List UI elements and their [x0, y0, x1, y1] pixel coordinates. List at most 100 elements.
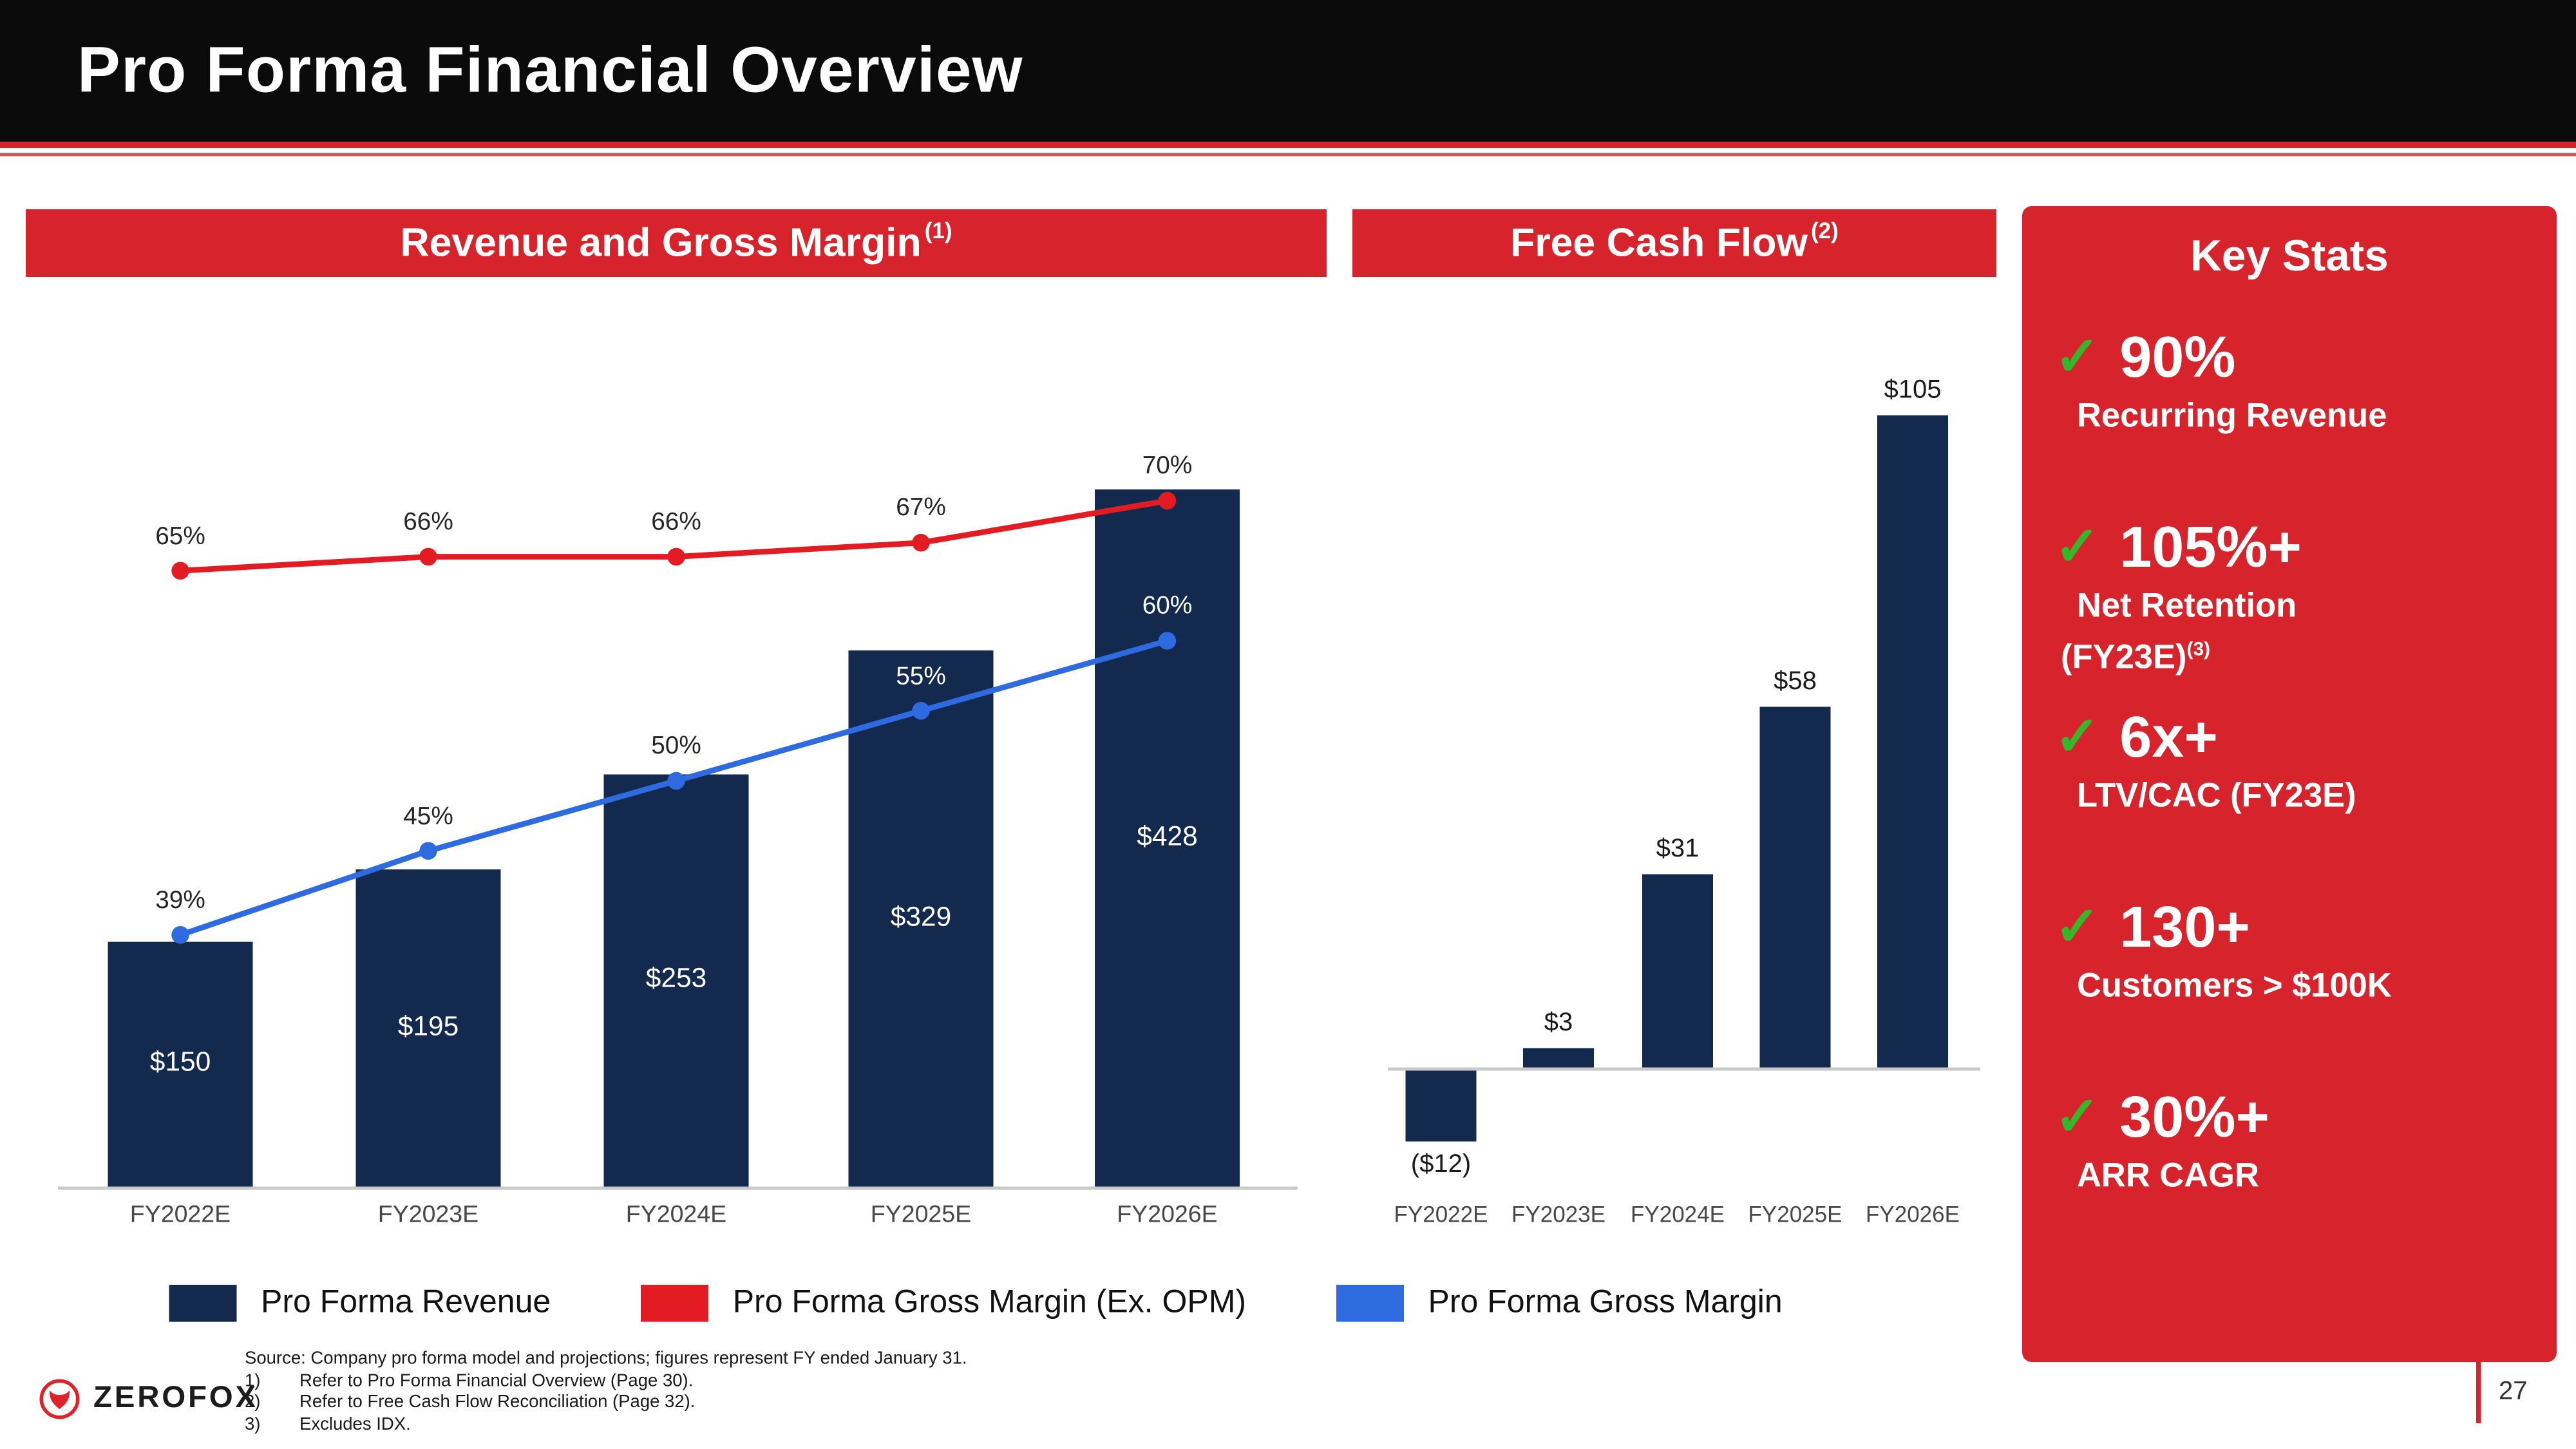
revenue-bar-value-label: $329	[890, 900, 952, 932]
fcf-value-label: ($12)	[1410, 1151, 1472, 1179]
gross-margin-data-point	[667, 547, 685, 566]
fcf-category-label: FY2022E	[1394, 1201, 1488, 1227]
source-note: Source: Company pro forma model and proj…	[245, 1349, 967, 1368]
page-number: 27	[2499, 1378, 2528, 1406]
revenue-category-label: FY2023E	[377, 1201, 479, 1229]
brand-name: ZEROFOX	[93, 1381, 258, 1416]
legend-swatch	[169, 1285, 237, 1322]
revenue-bar-value-label: $195	[397, 1010, 459, 1041]
key-stat-value-row: ✓ 6x+	[2054, 704, 2537, 772]
revenue-bar-value-label: $428	[1137, 820, 1198, 851]
fcf-bar	[1405, 1067, 1477, 1142]
legend-swatch	[1336, 1285, 1405, 1322]
key-stat-item: ✓ 130+ Customers > $100K	[2054, 894, 2537, 1084]
footnote-number: 2)	[245, 1392, 261, 1412]
key-stat-superscript: (3)	[2186, 638, 2211, 660]
revenue-category-label: FY2025E	[870, 1201, 972, 1229]
footnote-text: Excludes IDX.	[299, 1414, 411, 1434]
zerofox-logo-icon	[39, 1379, 80, 1419]
revenue-category-label: FY2024E	[625, 1201, 727, 1229]
page-title: Pro Forma Financial Overview	[77, 34, 1023, 106]
revenue-bar-value-label: $253	[645, 963, 707, 994]
key-stat-label: Recurring Revenue	[2077, 397, 2387, 435]
revenue-chart-title: Revenue and Gross Margin	[400, 220, 922, 265]
slide-header: Pro Forma Financial Overview	[0, 0, 2576, 142]
key-stat-value-row: ✓ 105%+	[2054, 514, 2537, 582]
fcf-bar	[1877, 415, 1948, 1068]
fcf-chart-title: Free Cash Flow	[1510, 220, 1808, 265]
fcf-category-label: FY2024E	[1631, 1201, 1725, 1227]
key-stat-label: LTV/CAC (FY23E)	[2077, 777, 2356, 815]
key-stats-list: ✓ 90% Recurring Revenue ✓ 105%+ Net Retention…	[2054, 309, 2537, 1274]
legend-item: Pro Forma Gross Margin	[1336, 1285, 1783, 1322]
page-number-divider	[2476, 1359, 2481, 1423]
key-stat-label: Customers > $100K	[2077, 967, 2392, 1005]
key-stat-label: Net Retention	[2077, 587, 2297, 625]
gross-margin-data-point	[171, 562, 189, 580]
key-stat-value: 90%	[2119, 323, 2236, 390]
key-stat-value: 105%+	[2119, 513, 2302, 580]
fcf-chart-title-banner: Free Cash Flow (2)	[1352, 209, 1996, 277]
legend-swatch	[641, 1285, 709, 1322]
key-stat-value: 130+	[2119, 893, 2250, 960]
fcf-value-label: $31	[1656, 835, 1700, 864]
header-accent-line	[0, 142, 2576, 148]
key-stat-label: ARR CAGR	[2077, 1157, 2259, 1195]
check-icon: ✓	[2054, 1086, 2101, 1148]
key-stat-item: ✓ 90% Recurring Revenue	[2054, 324, 2537, 514]
legend-item: Pro Forma Gross Margin (Ex. OPM)	[641, 1285, 1246, 1322]
gross-margin-point-label: 65%	[155, 522, 205, 550]
key-stat-value-row: ✓ 130+	[2054, 894, 2537, 961]
fcf-value-label: $3	[1544, 1009, 1573, 1037]
revenue-chart-title-banner: Revenue and Gross Margin (1)	[26, 209, 1327, 277]
fcf-category-label: FY2025E	[1748, 1201, 1842, 1227]
legend-label: Pro Forma Revenue	[261, 1285, 551, 1320]
zerofox-logo: ZEROFOX	[39, 1378, 258, 1420]
gross-margin-point-label: 66%	[651, 508, 701, 536]
footnotes: Source: Company pro forma model and proj…	[245, 1349, 967, 1436]
fcf-value-label: $58	[1774, 668, 1817, 696]
gross-margin-data-point	[419, 547, 437, 566]
revenue-category-label: FY2026E	[1117, 1201, 1218, 1229]
key-stat-item: ✓ 105%+ Net Retention (FY23E)(3)	[2054, 514, 2537, 704]
footnote-number: 1)	[245, 1370, 261, 1390]
key-stat-value: 30%+	[2119, 1083, 2269, 1150]
gross-margin-point-label: 66%	[403, 508, 453, 536]
gross-margin-point-label: 45%	[403, 802, 453, 830]
gross-margin-data-point	[171, 926, 189, 944]
footnote-item: 1) Refer to Pro Forma Financial Overview …	[245, 1371, 967, 1393]
key-stat-item: ✓ 6x+ LTV/CAC (FY23E)	[2054, 704, 2537, 894]
fcf-bar	[1523, 1048, 1594, 1068]
gross-margin-point-label: 70%	[1142, 452, 1193, 480]
check-icon: ✓	[2054, 896, 2101, 958]
fcf-category-label: FY2023E	[1511, 1201, 1605, 1227]
key-stat-value-row: ✓ 90%	[2054, 324, 2537, 392]
legend-label: Pro Forma Gross Margin (Ex. OPM)	[732, 1285, 1247, 1320]
chart-legend: Pro Forma Revenue Pro Forma Gross Margin …	[169, 1285, 1783, 1322]
key-stat-value-row: ✓ 30%+	[2054, 1084, 2537, 1151]
footnote-number: 3)	[245, 1414, 261, 1434]
key-stat-value: 6x+	[2119, 703, 2218, 770]
fcf-value-label: $105	[1884, 377, 1942, 404]
key-stat-label-line2: (FY23E)(3)	[2061, 638, 2211, 676]
gross-margin-point-label: 60%	[1142, 592, 1193, 620]
footnote-item: 3) Excludes IDX.	[245, 1414, 967, 1436]
gross-margin-point-label: 55%	[896, 662, 946, 690]
check-icon: ✓	[2054, 706, 2101, 768]
revenue-x-axis	[58, 1186, 1298, 1190]
footnote-text: Refer to Free Cash Flow Reconciliation (…	[299, 1392, 696, 1412]
fcf-category-label: FY2026E	[1866, 1201, 1960, 1227]
check-icon: ✓	[2054, 327, 2101, 388]
revenue-bar	[108, 942, 253, 1187]
revenue-category-label: FY2022E	[129, 1201, 231, 1229]
key-stat-item: ✓ 30%+ ARR CAGR	[2054, 1084, 2537, 1274]
gross-margin-point-label: 50%	[651, 732, 701, 761]
fcf-x-axis	[1388, 1067, 1980, 1071]
gross-margin-data-point	[419, 842, 437, 860]
gross-margin-point-label: 67%	[896, 494, 946, 522]
footnote-text: Refer to Pro Forma Financial Overview (P…	[299, 1370, 694, 1390]
key-stats-title: Key Stats	[2190, 232, 2389, 280]
legend-item: Pro Forma Revenue	[169, 1285, 551, 1322]
revenue-bar-value-label: $150	[149, 1046, 211, 1077]
